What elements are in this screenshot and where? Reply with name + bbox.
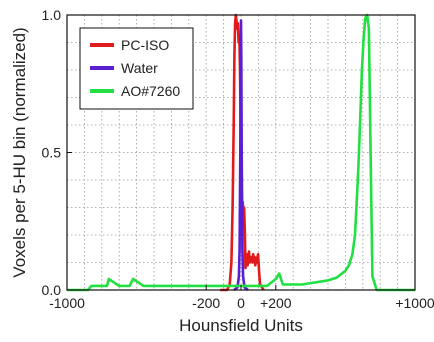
x-tick-label: -1000 <box>49 295 85 311</box>
grid <box>67 15 415 290</box>
legend-items: PC-ISO Water AO#7260 <box>90 37 180 99</box>
y-axis-title: Voxels per 5-HU bin (normalized) <box>10 27 29 277</box>
ticks: -1000 -200 0 +200 +1000 0.0 0.5 1.0 <box>42 7 434 311</box>
legend-label: AO#7260 <box>121 83 180 99</box>
x-tick-label: 0 <box>237 295 245 311</box>
series-line-pc-iso <box>220 13 265 292</box>
y-tick-label: 0.5 <box>42 145 62 161</box>
x-tick-label: +200 <box>260 295 292 311</box>
y-tick-label: 0.0 <box>42 282 62 298</box>
series-layer <box>67 13 415 292</box>
legend-label: Water <box>121 60 158 76</box>
x-tick-label: -200 <box>192 295 220 311</box>
x-tick-label: +1000 <box>395 295 434 311</box>
legend: PC-ISO Water AO#7260 <box>79 27 194 110</box>
series-line-ao-7260 <box>67 13 415 292</box>
legend-label: PC-ISO <box>121 37 169 53</box>
y-tick-label: 1.0 <box>42 7 62 23</box>
series-line-water <box>233 19 249 292</box>
x-axis-title: Hounsfield Units <box>179 316 303 335</box>
